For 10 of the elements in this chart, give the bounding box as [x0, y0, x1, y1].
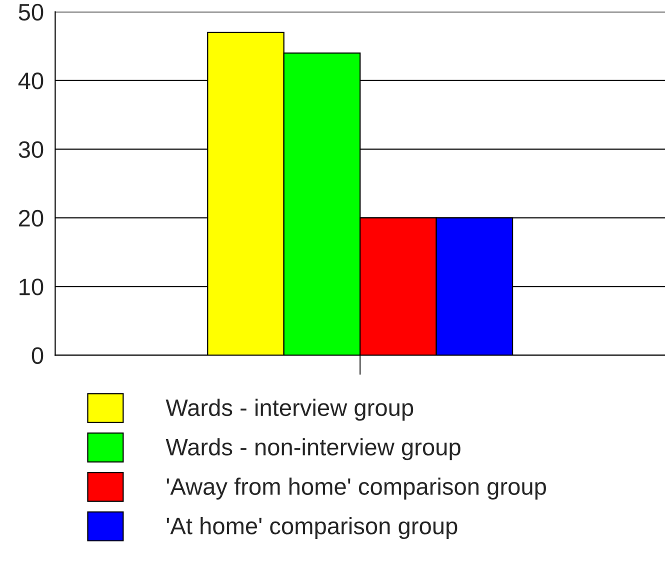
legend-label: 'Away from home' comparison group: [166, 478, 546, 500]
y-tick-label: 10: [20, 278, 44, 296]
y-tick-label: 0: [32, 347, 44, 364]
y-tick-label: 30: [18, 141, 44, 158]
y-tick-label: 50: [18, 4, 44, 21]
legend-label: Wards - interview group: [166, 398, 414, 421]
y-tick-label: 20: [19, 210, 44, 227]
legend-label: 'At home' comparison group: [166, 517, 458, 540]
y-tick-label: 40: [18, 72, 44, 90]
legend-label: Wards - non-interview group: [166, 438, 460, 460]
